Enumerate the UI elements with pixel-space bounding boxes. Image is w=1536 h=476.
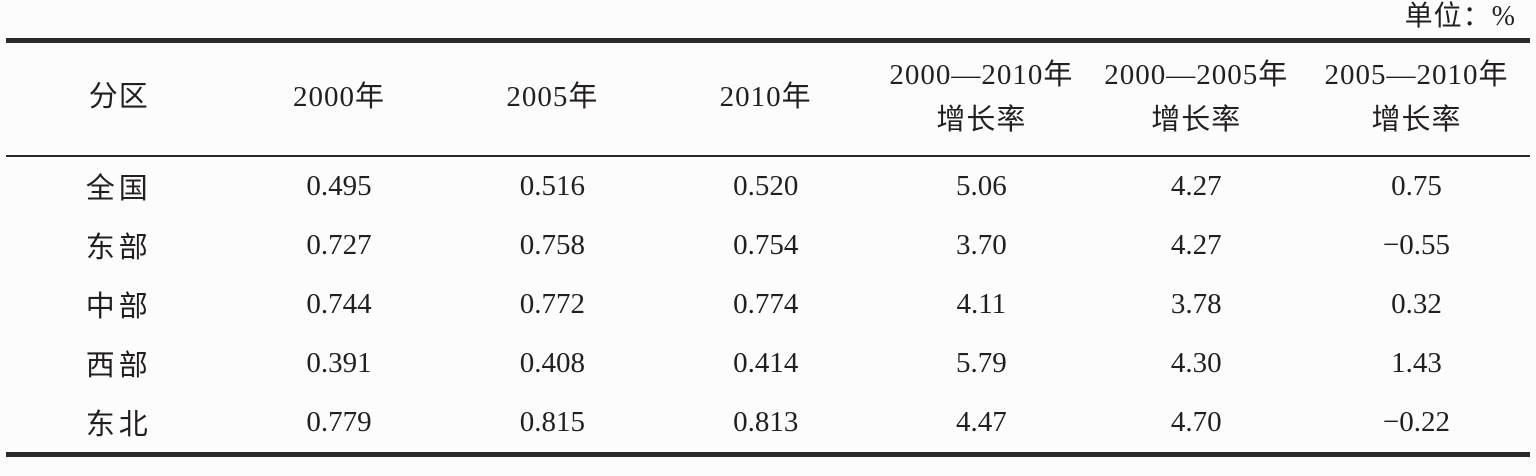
column-header-2000: 2000年 <box>231 40 447 157</box>
column-header-2010: 2010年 <box>658 40 874 157</box>
column-header-growth-2005-2010: 2005—2010年 增长率 <box>1302 40 1530 157</box>
value-cell: 0.32 <box>1391 287 1442 320</box>
value-cell: 5.79 <box>955 346 1007 379</box>
data-table: 分区 2000年 2005年 2010年 2000—2010年 增长率 2000… <box>6 38 1530 457</box>
value-cell: 0.516 <box>519 169 585 202</box>
value-cell: 1.43 <box>1391 346 1442 379</box>
value-cell: 4.11 <box>956 287 1007 320</box>
value-cell: −0.55 <box>1382 228 1450 261</box>
region-cell: 西部 <box>85 350 152 383</box>
column-header-growth-2000-2005: 2000—2005年 增长率 <box>1089 40 1303 157</box>
table-row-central: 中部 0.744 0.772 0.774 4.11 3.78 0.32 <box>6 275 1530 334</box>
value-cell: 0.391 <box>306 346 372 379</box>
value-cell: 0.408 <box>519 346 585 379</box>
value-cell: 0.815 <box>519 405 585 438</box>
value-cell: 4.27 <box>1170 169 1222 202</box>
value-cell: 4.30 <box>1170 346 1222 379</box>
value-cell: 0.727 <box>306 228 372 261</box>
value-cell: 4.47 <box>955 405 1007 438</box>
value-cell: −0.22 <box>1382 405 1450 438</box>
value-cell: 4.70 <box>1170 405 1222 438</box>
region-cell: 东北 <box>85 409 152 442</box>
column-header-growth-2000-2010: 2000—2010年 增长率 <box>873 40 1090 157</box>
unit-label: 单位：% <box>1404 1 1516 32</box>
column-header-region: 分区 <box>6 40 232 157</box>
value-cell: 0.744 <box>306 287 372 320</box>
value-cell: 0.779 <box>306 405 372 438</box>
header-row: 分区 2000年 2005年 2010年 2000—2010年 增长率 2000… <box>6 40 1530 157</box>
value-cell: 0.813 <box>733 405 799 438</box>
value-cell: 5.06 <box>955 169 1007 202</box>
table-row-west: 西部 0.391 0.408 0.414 5.79 4.30 1.43 <box>6 334 1530 393</box>
value-cell: 0.754 <box>733 228 799 261</box>
value-cell: 0.75 <box>1391 169 1442 202</box>
region-cell: 中部 <box>85 291 152 324</box>
value-cell: 3.78 <box>1170 287 1222 320</box>
value-cell: 4.27 <box>1170 228 1222 261</box>
value-cell: 3.70 <box>955 228 1007 261</box>
column-header-2005: 2005年 <box>446 40 659 157</box>
table-row-east: 东部 0.727 0.758 0.754 3.70 4.27 −0.55 <box>6 216 1530 275</box>
value-cell: 0.758 <box>519 228 585 261</box>
value-cell: 0.772 <box>519 287 585 320</box>
value-cell: 0.414 <box>733 346 799 379</box>
region-cell: 东部 <box>85 232 152 265</box>
value-cell: 0.520 <box>733 169 799 202</box>
value-cell: 0.774 <box>733 287 799 320</box>
value-cell: 0.495 <box>306 169 372 202</box>
table-row-northeast: 东北 0.779 0.815 0.813 4.47 4.70 −0.22 <box>6 393 1530 455</box>
table-row-national: 全国 0.495 0.516 0.520 5.06 4.27 0.75 <box>6 156 1530 216</box>
region-cell: 全国 <box>85 173 152 206</box>
